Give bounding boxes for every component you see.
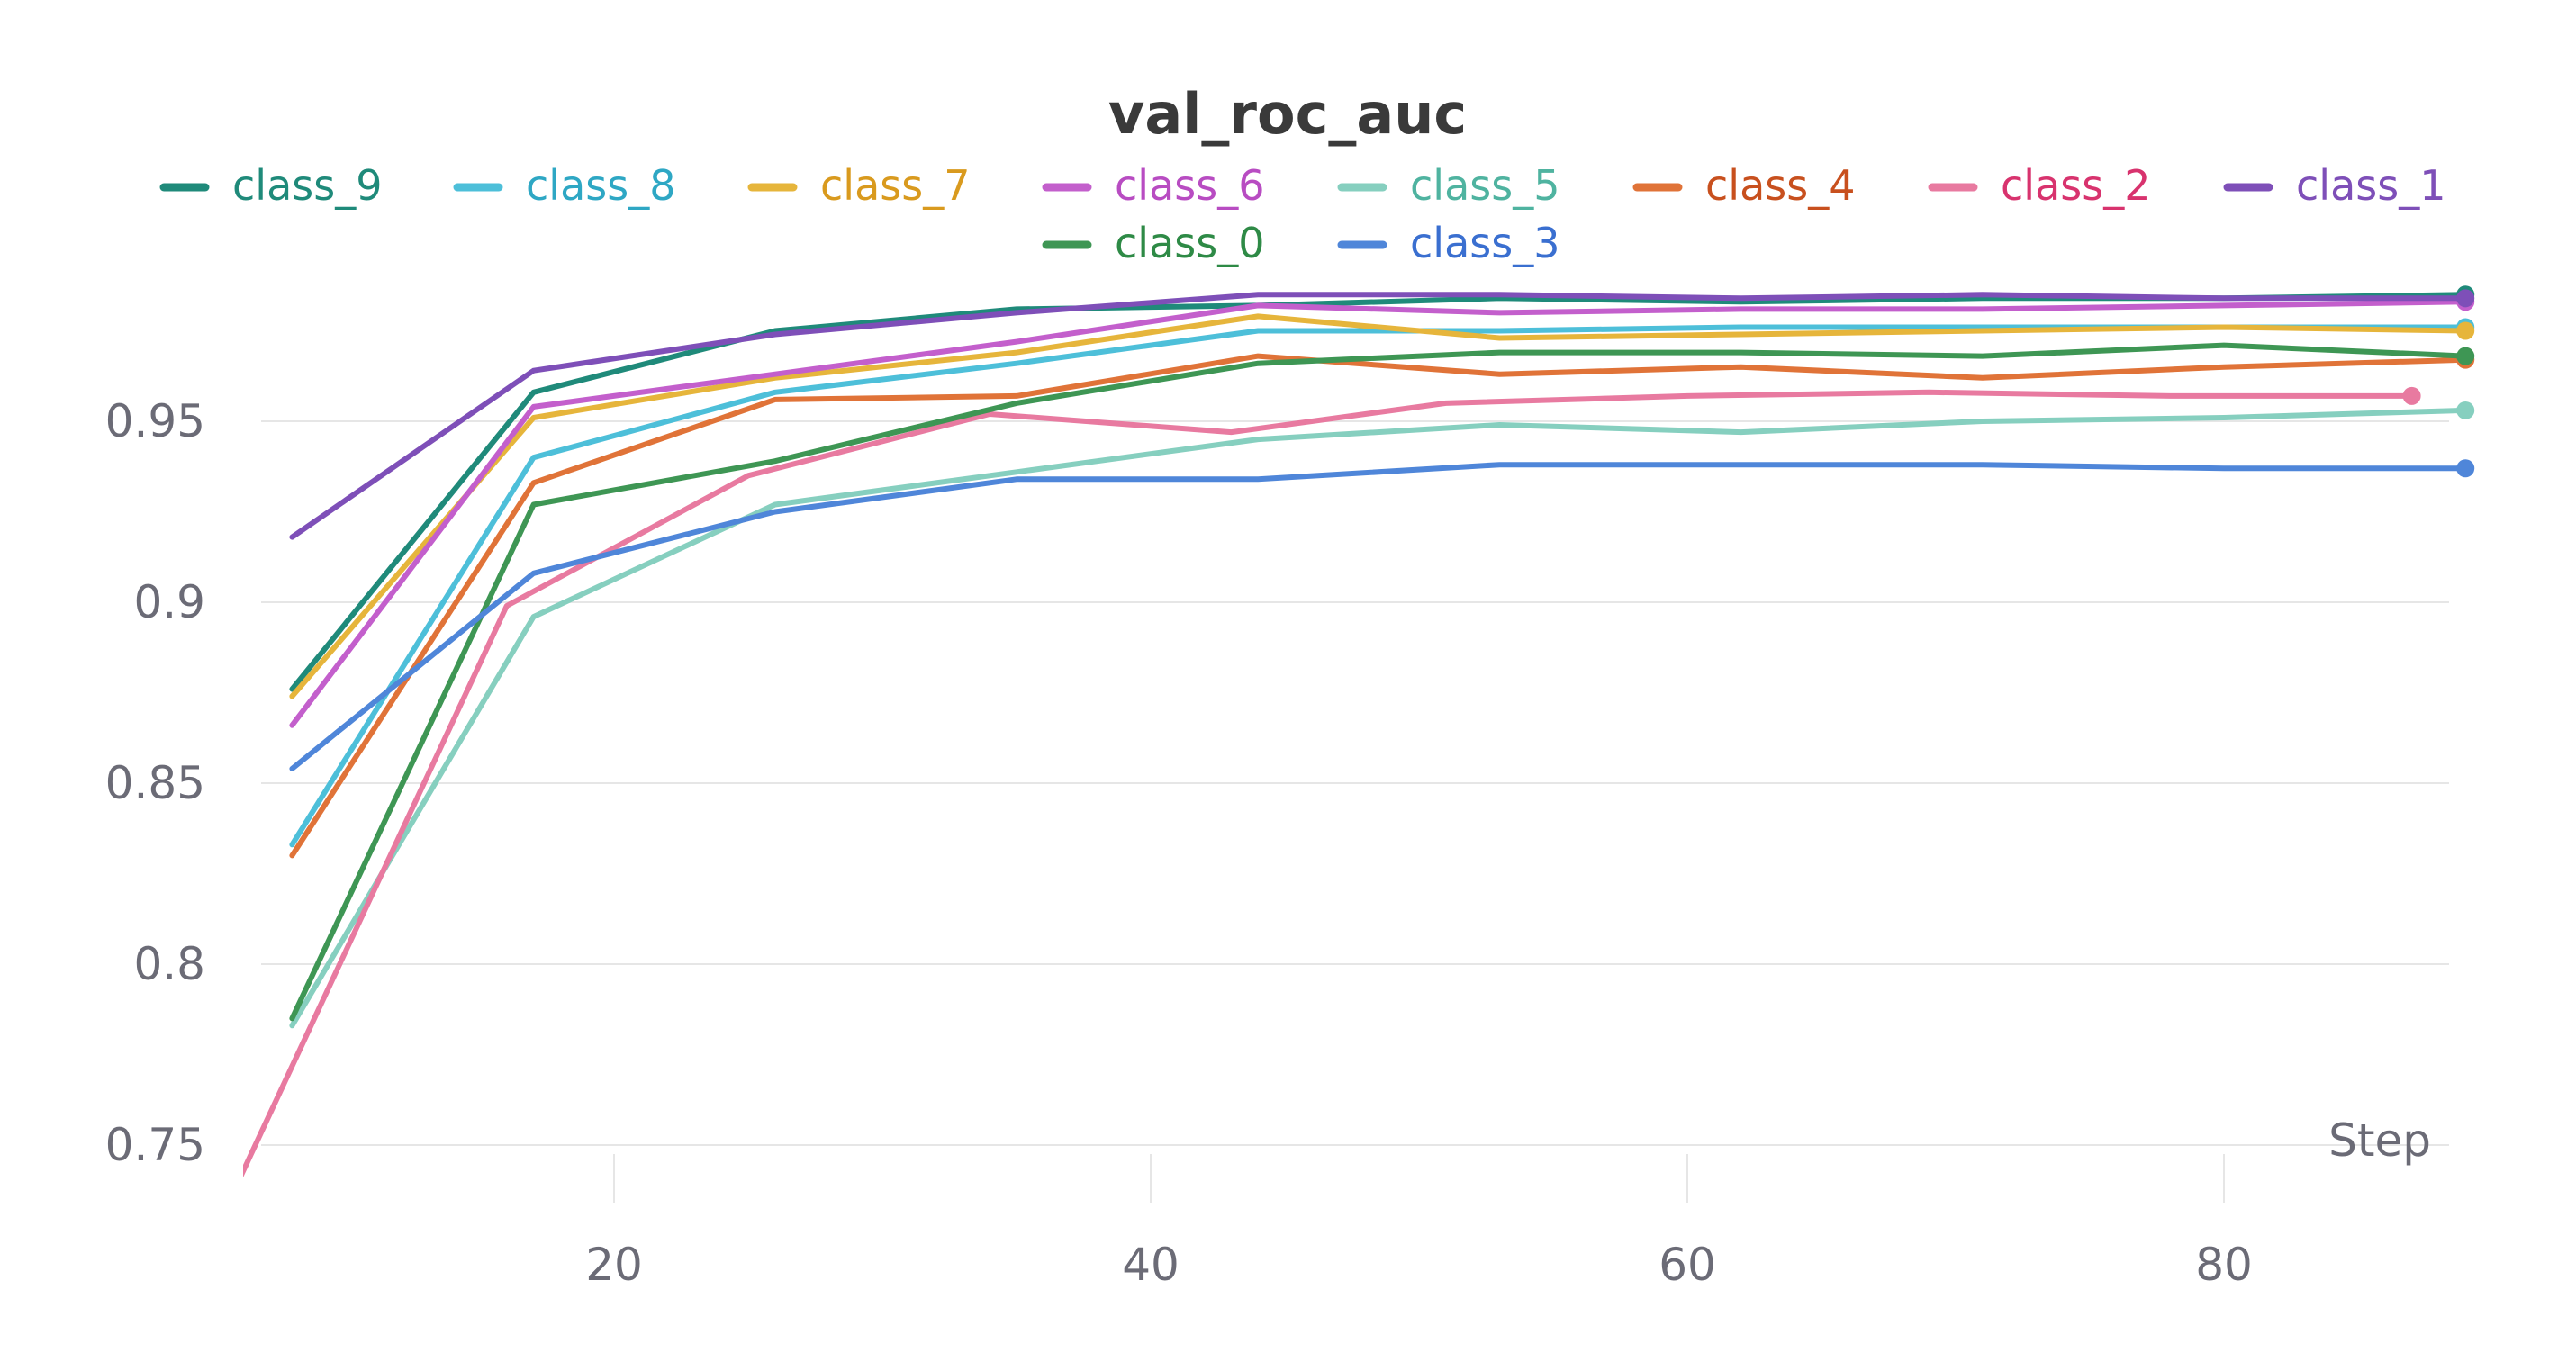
series-line-class_3 <box>289 462 2469 771</box>
y-tick-label: 0.8 <box>133 938 205 990</box>
x-tick-label: 40 <box>1122 1239 1180 1291</box>
legend: class_9 class_8 class_7 class_6 class_5 class… <box>159 161 2445 267</box>
grid-layer <box>261 420 2449 1146</box>
legend-label: class_6 <box>1115 161 1264 210</box>
y-tick-label: 0.9 <box>133 576 205 628</box>
legend-label: class_5 <box>1410 161 1559 210</box>
series-layer <box>243 285 2475 1178</box>
series-line-class_6 <box>289 299 2469 728</box>
legend-label: class_7 <box>820 161 970 210</box>
series-end-point-class_7 <box>2456 321 2475 340</box>
y-tick-label: 0.85 <box>105 757 205 809</box>
legend-item-class_3[interactable]: class_3 <box>1337 219 1559 267</box>
series-line-class_0 <box>289 342 2469 1022</box>
legend-item-class_7[interactable]: class_7 <box>747 161 970 210</box>
series-end-point-class_5 <box>2456 401 2475 419</box>
series-line-class_7 <box>289 313 2469 699</box>
legend-label: class_8 <box>526 161 675 210</box>
y-tick-layer: 0.75 0.8 0.85 0.9 0.95 <box>105 395 205 1171</box>
legend-item-class_8[interactable]: class_8 <box>453 161 675 210</box>
x-tick-layer: 20 40 60 80 <box>585 1154 2253 1291</box>
series-line-class_1 <box>289 292 2469 540</box>
x-tick-label: 20 <box>585 1239 643 1291</box>
legend-item-class_4[interactable]: class_4 <box>1632 161 1855 210</box>
series-end-point-class_0 <box>2456 347 2475 365</box>
legend-item-class_9[interactable]: class_9 <box>159 161 382 210</box>
legend-item-class_5[interactable]: class_5 <box>1337 161 1559 210</box>
legend-label: class_3 <box>1410 219 1559 267</box>
legend-label: class_0 <box>1115 219 1264 267</box>
x-tick-label: 60 <box>1659 1239 1716 1291</box>
series-line-class_2 <box>243 389 2415 1178</box>
series-end-point-class_2 <box>2402 386 2421 405</box>
legend-label: class_4 <box>1705 161 1855 210</box>
series-line-class_4 <box>289 353 2469 859</box>
y-tick-label: 0.75 <box>105 1119 205 1171</box>
chart-title: val_roc_auc <box>1108 81 1467 147</box>
legend-item-class_2[interactable]: class_2 <box>1928 161 2150 210</box>
series-line-class_5 <box>289 407 2469 1029</box>
legend-item-class_0[interactable]: class_0 <box>1042 219 1264 267</box>
legend-label: class_9 <box>232 161 382 210</box>
series-end-point-class_3 <box>2456 459 2475 478</box>
legend-item-class_1[interactable]: class_1 <box>2223 161 2445 210</box>
legend-label: class_2 <box>2001 161 2150 210</box>
legend-item-class_6[interactable]: class_6 <box>1042 161 1264 210</box>
x-axis-label: Step <box>2328 1114 2431 1167</box>
x-tick-label: 80 <box>2195 1239 2253 1291</box>
legend-label: class_1 <box>2296 161 2445 210</box>
series-end-point-class_1 <box>2456 289 2475 308</box>
y-tick-label: 0.95 <box>105 395 205 447</box>
